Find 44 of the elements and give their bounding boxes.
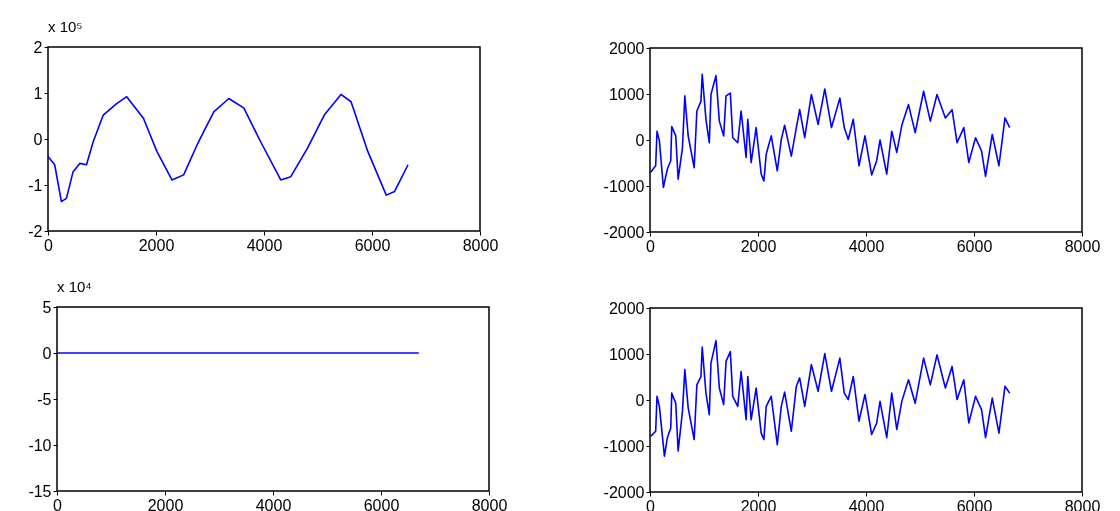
y-tick-label: -1000 xyxy=(603,437,645,455)
y-tick-label: 1000 xyxy=(608,345,645,363)
y-tick-label: -5 xyxy=(37,390,52,408)
x-tick-label: 6000 xyxy=(956,237,993,255)
line-series xyxy=(650,73,1011,189)
x-tick-label: 6000 xyxy=(363,496,400,511)
y-tick-label: -2000 xyxy=(603,223,645,241)
y-tick-label: 5 xyxy=(42,298,52,316)
x-tick-label: 6000 xyxy=(354,236,391,254)
text: x 10⁴ xyxy=(57,278,92,295)
y-tick-label: -1 xyxy=(28,176,43,194)
y-tick-label: 0 xyxy=(635,391,645,409)
x-tick-label: 0 xyxy=(646,237,656,255)
x-tick-label: 4000 xyxy=(848,497,885,511)
y-tick-label: -15 xyxy=(28,482,52,500)
y-tick-label: -10 xyxy=(28,436,52,454)
y-tick-label: 0 xyxy=(635,131,645,149)
x-tick-label: 4000 xyxy=(246,236,283,254)
x-tick-label: 4000 xyxy=(255,496,292,511)
y-tick-label: 2 xyxy=(33,38,43,56)
x-tick-label: 2000 xyxy=(740,497,777,511)
y-tick-label: 0 xyxy=(33,130,43,148)
y-tick-label: 2000 xyxy=(608,39,645,57)
y-tick-label: 1000 xyxy=(608,85,645,103)
x-tick-label: 6000 xyxy=(956,497,993,511)
x-tick-label: 2000 xyxy=(147,496,184,511)
x-tick-label: 8000 xyxy=(1064,237,1101,255)
x-tick-label: 4000 xyxy=(848,237,885,255)
x-tick-label: 0 xyxy=(646,497,656,511)
x-tick-label: 2000 xyxy=(138,236,175,254)
line-series xyxy=(48,93,409,203)
text: x 10⁵ xyxy=(48,18,83,35)
y-tick-label: -1000 xyxy=(603,177,645,195)
y-tick-label: -2000 xyxy=(603,483,645,501)
line-series xyxy=(650,339,1011,457)
y-tick-label: -2 xyxy=(28,222,43,240)
x-tick-label: 8000 xyxy=(471,496,508,511)
x-tick-label: 8000 xyxy=(1064,497,1101,511)
y-tick-label: 2000 xyxy=(608,299,645,317)
x-tick-label: 8000 xyxy=(462,236,499,254)
y-tick-label: 0 xyxy=(42,344,52,362)
x-tick-label: 0 xyxy=(53,496,63,511)
y-tick-label: 1 xyxy=(33,84,43,102)
x-tick-label: 2000 xyxy=(740,237,777,255)
